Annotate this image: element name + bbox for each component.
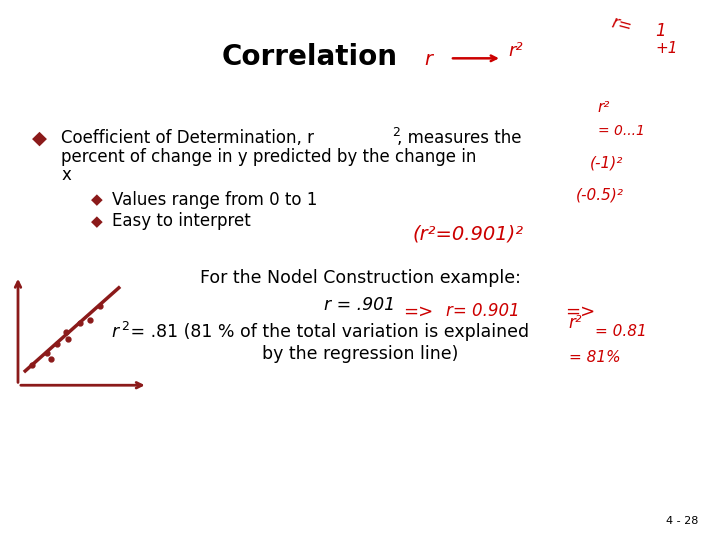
Text: For the Nodel Construction example:: For the Nodel Construction example: — [199, 269, 521, 287]
Text: =>: => — [565, 302, 595, 320]
Text: r = .901: r = .901 — [325, 296, 395, 314]
Text: x: x — [61, 166, 71, 185]
Text: 2: 2 — [121, 320, 129, 333]
Text: r: r — [112, 323, 119, 341]
Text: r: r — [424, 50, 432, 69]
Text: 4 - 28: 4 - 28 — [666, 516, 698, 526]
Text: +1: +1 — [655, 40, 678, 56]
Text: ◆: ◆ — [32, 128, 47, 147]
Text: by the regression line): by the regression line) — [262, 345, 458, 363]
Text: Correlation: Correlation — [222, 43, 397, 71]
Text: , measures the: , measures the — [397, 129, 522, 147]
Text: =>: => — [403, 302, 433, 320]
Text: r²: r² — [569, 314, 582, 332]
Text: percent of change in y predicted by the change in: percent of change in y predicted by the … — [61, 147, 477, 166]
Text: Coefficient of Determination, r: Coefficient of Determination, r — [61, 129, 314, 147]
Text: = 0...1: = 0...1 — [598, 124, 644, 138]
Text: (-0.5)²: (-0.5)² — [576, 188, 624, 203]
Text: r²: r² — [508, 42, 523, 60]
Text: (-1)²: (-1)² — [590, 156, 623, 171]
Text: = 81%: = 81% — [569, 350, 621, 366]
Text: 2: 2 — [392, 126, 400, 139]
Text: ◆: ◆ — [91, 214, 103, 229]
Text: = .81 (81 % of the total variation is explained: = .81 (81 % of the total variation is ex… — [125, 323, 529, 341]
Text: 1: 1 — [655, 23, 666, 40]
Text: = 0.81: = 0.81 — [595, 324, 647, 339]
Text: (r²=0.901)²: (r²=0.901)² — [413, 225, 524, 244]
Text: r²: r² — [598, 100, 610, 116]
Text: ◆: ◆ — [91, 192, 103, 207]
Text: r= 0.901: r= 0.901 — [446, 302, 520, 320]
Text: Easy to interpret: Easy to interpret — [112, 212, 251, 231]
Text: Values range from 0 to 1: Values range from 0 to 1 — [112, 191, 317, 209]
Text: r=: r= — [609, 14, 634, 36]
